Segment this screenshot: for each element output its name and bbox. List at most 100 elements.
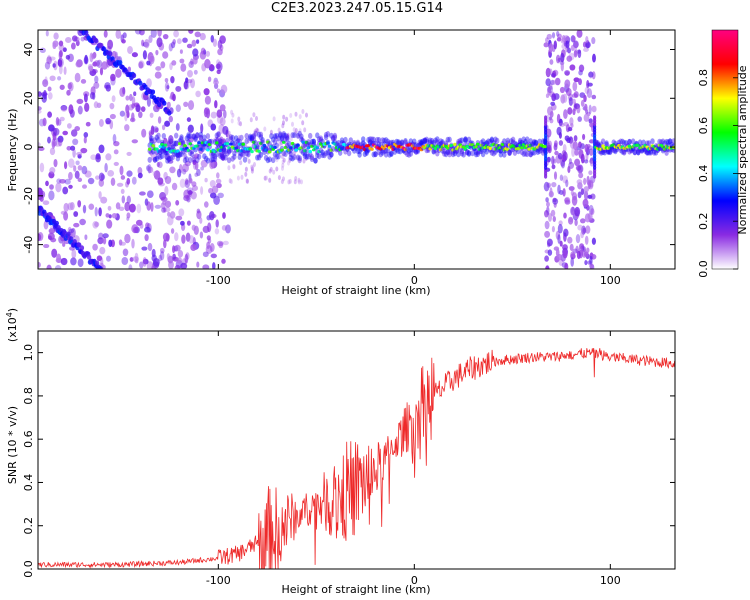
- heatmap-cell: [294, 130, 297, 136]
- heatmap-cell: [168, 115, 173, 123]
- y-tick-label: 40: [22, 43, 35, 57]
- heatmap-cell: [66, 123, 72, 129]
- heatmap-cell: [177, 38, 182, 45]
- heatmap-cell: [225, 137, 230, 144]
- heatmap-cell: [175, 200, 180, 206]
- heatmap-cell: [382, 146, 387, 151]
- heatmap-cell: [183, 152, 187, 160]
- heatmap-cell: [157, 30, 162, 37]
- heatmap-cell: [465, 149, 470, 156]
- heatmap-cell: [456, 145, 461, 149]
- heatmap-cell: [106, 255, 111, 262]
- heatmap-cell: [223, 148, 228, 155]
- heatmap-cell: [292, 154, 297, 161]
- heatmap-cell: [162, 200, 167, 206]
- heatmap-cell: [364, 150, 369, 156]
- heatmap-cell: [105, 84, 111, 92]
- heatmap-cell: [320, 149, 325, 156]
- heatmap-cell: [599, 147, 604, 151]
- heatmap-cell: [278, 132, 283, 139]
- heatmap-cell: [523, 138, 528, 145]
- heatmap-cell: [623, 140, 629, 147]
- heatmap-cell: [210, 111, 217, 119]
- heatmap-cell: [451, 148, 455, 152]
- heatmap-cell: [202, 134, 207, 141]
- heatmap-cell: [167, 159, 174, 164]
- heatmap-cell: [567, 127, 573, 132]
- heatmap-cell: [283, 151, 288, 157]
- heatmap-cell: [283, 145, 288, 150]
- heatmap-cell: [590, 160, 594, 167]
- heatmap-cell: [236, 175, 240, 181]
- heatmap-cell: [549, 187, 553, 197]
- heatmap-cell: [74, 170, 80, 180]
- heatmap-cell: [544, 212, 548, 218]
- heatmap-cell: [419, 148, 424, 152]
- heatmap-cell: [146, 201, 151, 211]
- heatmap-cell: [212, 156, 218, 162]
- heatmap-cell: [215, 178, 222, 184]
- heatmap-cell: [558, 118, 563, 127]
- heatmap-cell: [113, 149, 119, 155]
- heatmap-cell: [71, 42, 76, 50]
- heatmap-cell: [234, 146, 238, 150]
- heatmap-cell: [282, 140, 286, 144]
- heatmap-cell: [618, 138, 623, 145]
- heatmap-cell: [135, 219, 143, 226]
- chart-title: C2E3.2023.247.05.15.G14: [270, 1, 444, 16]
- heatmap-cell: [546, 33, 552, 40]
- heatmap-cell: [146, 190, 154, 199]
- heatmap-cell: [256, 131, 262, 138]
- heatmap-cell: [221, 153, 226, 159]
- heatmap-cell: [287, 179, 291, 185]
- heatmap-cell: [256, 153, 260, 159]
- heatmap-cell: [405, 151, 410, 158]
- heatmap-cell: [199, 32, 206, 41]
- heatmap-cell: [540, 149, 546, 156]
- heatmap-cell: [591, 237, 596, 245]
- heatmap-cell: [152, 257, 160, 267]
- heatmap-cell: [291, 121, 294, 127]
- heatmap-cell: [306, 142, 311, 148]
- heatmap-cell: [339, 137, 345, 144]
- heatmap-cell: [86, 254, 92, 260]
- heatmap-cell: [297, 157, 302, 164]
- heatmap-cell: [289, 146, 293, 150]
- heatmap-cell: [280, 179, 284, 185]
- heatmap-cell: [412, 138, 417, 145]
- heatmap-cell: [552, 215, 556, 223]
- heatmap-cell: [313, 157, 318, 164]
- heatmap-cell: [554, 150, 559, 156]
- heatmap-cell: [131, 139, 139, 144]
- heatmap-cell: [186, 132, 191, 139]
- heatmap-cell: [428, 139, 433, 146]
- heatmap-cell: [650, 138, 655, 145]
- heatmap-cell: [62, 186, 69, 195]
- heatmap-cell: [569, 243, 574, 252]
- heatmap-cell: [452, 150, 458, 157]
- heatmap-cell: [265, 175, 268, 181]
- heatmap-cell: [131, 52, 138, 58]
- heatmap-cell: [303, 149, 307, 153]
- heatmap-cell: [198, 134, 204, 141]
- heatmap-cell: [186, 148, 191, 152]
- heatmap-cell: [428, 147, 433, 151]
- heatmap-cell: [220, 155, 226, 161]
- snr-y-label: SNR (10 * v/v): [6, 406, 19, 484]
- heatmap-cell: [318, 147, 323, 154]
- heatmap-cell: [392, 148, 398, 155]
- heatmap-cell: [260, 137, 265, 143]
- heatmap-cell: [166, 156, 172, 163]
- heatmap-cell: [57, 58, 63, 67]
- heatmap-cell: [59, 50, 63, 58]
- heatmap-y-ticks: -40 -20 0 20 40: [22, 43, 675, 254]
- heatmap-cell: [664, 149, 669, 156]
- heatmap-cell: [299, 133, 304, 140]
- heatmap-cell: [268, 168, 272, 174]
- heatmap-cell: [193, 69, 198, 75]
- heatmap-cell: [98, 144, 105, 154]
- heatmap-cell: [219, 104, 226, 112]
- heatmap-cell: [179, 49, 183, 54]
- heatmap-cell: [280, 154, 284, 160]
- heatmap-cell: [223, 154, 228, 161]
